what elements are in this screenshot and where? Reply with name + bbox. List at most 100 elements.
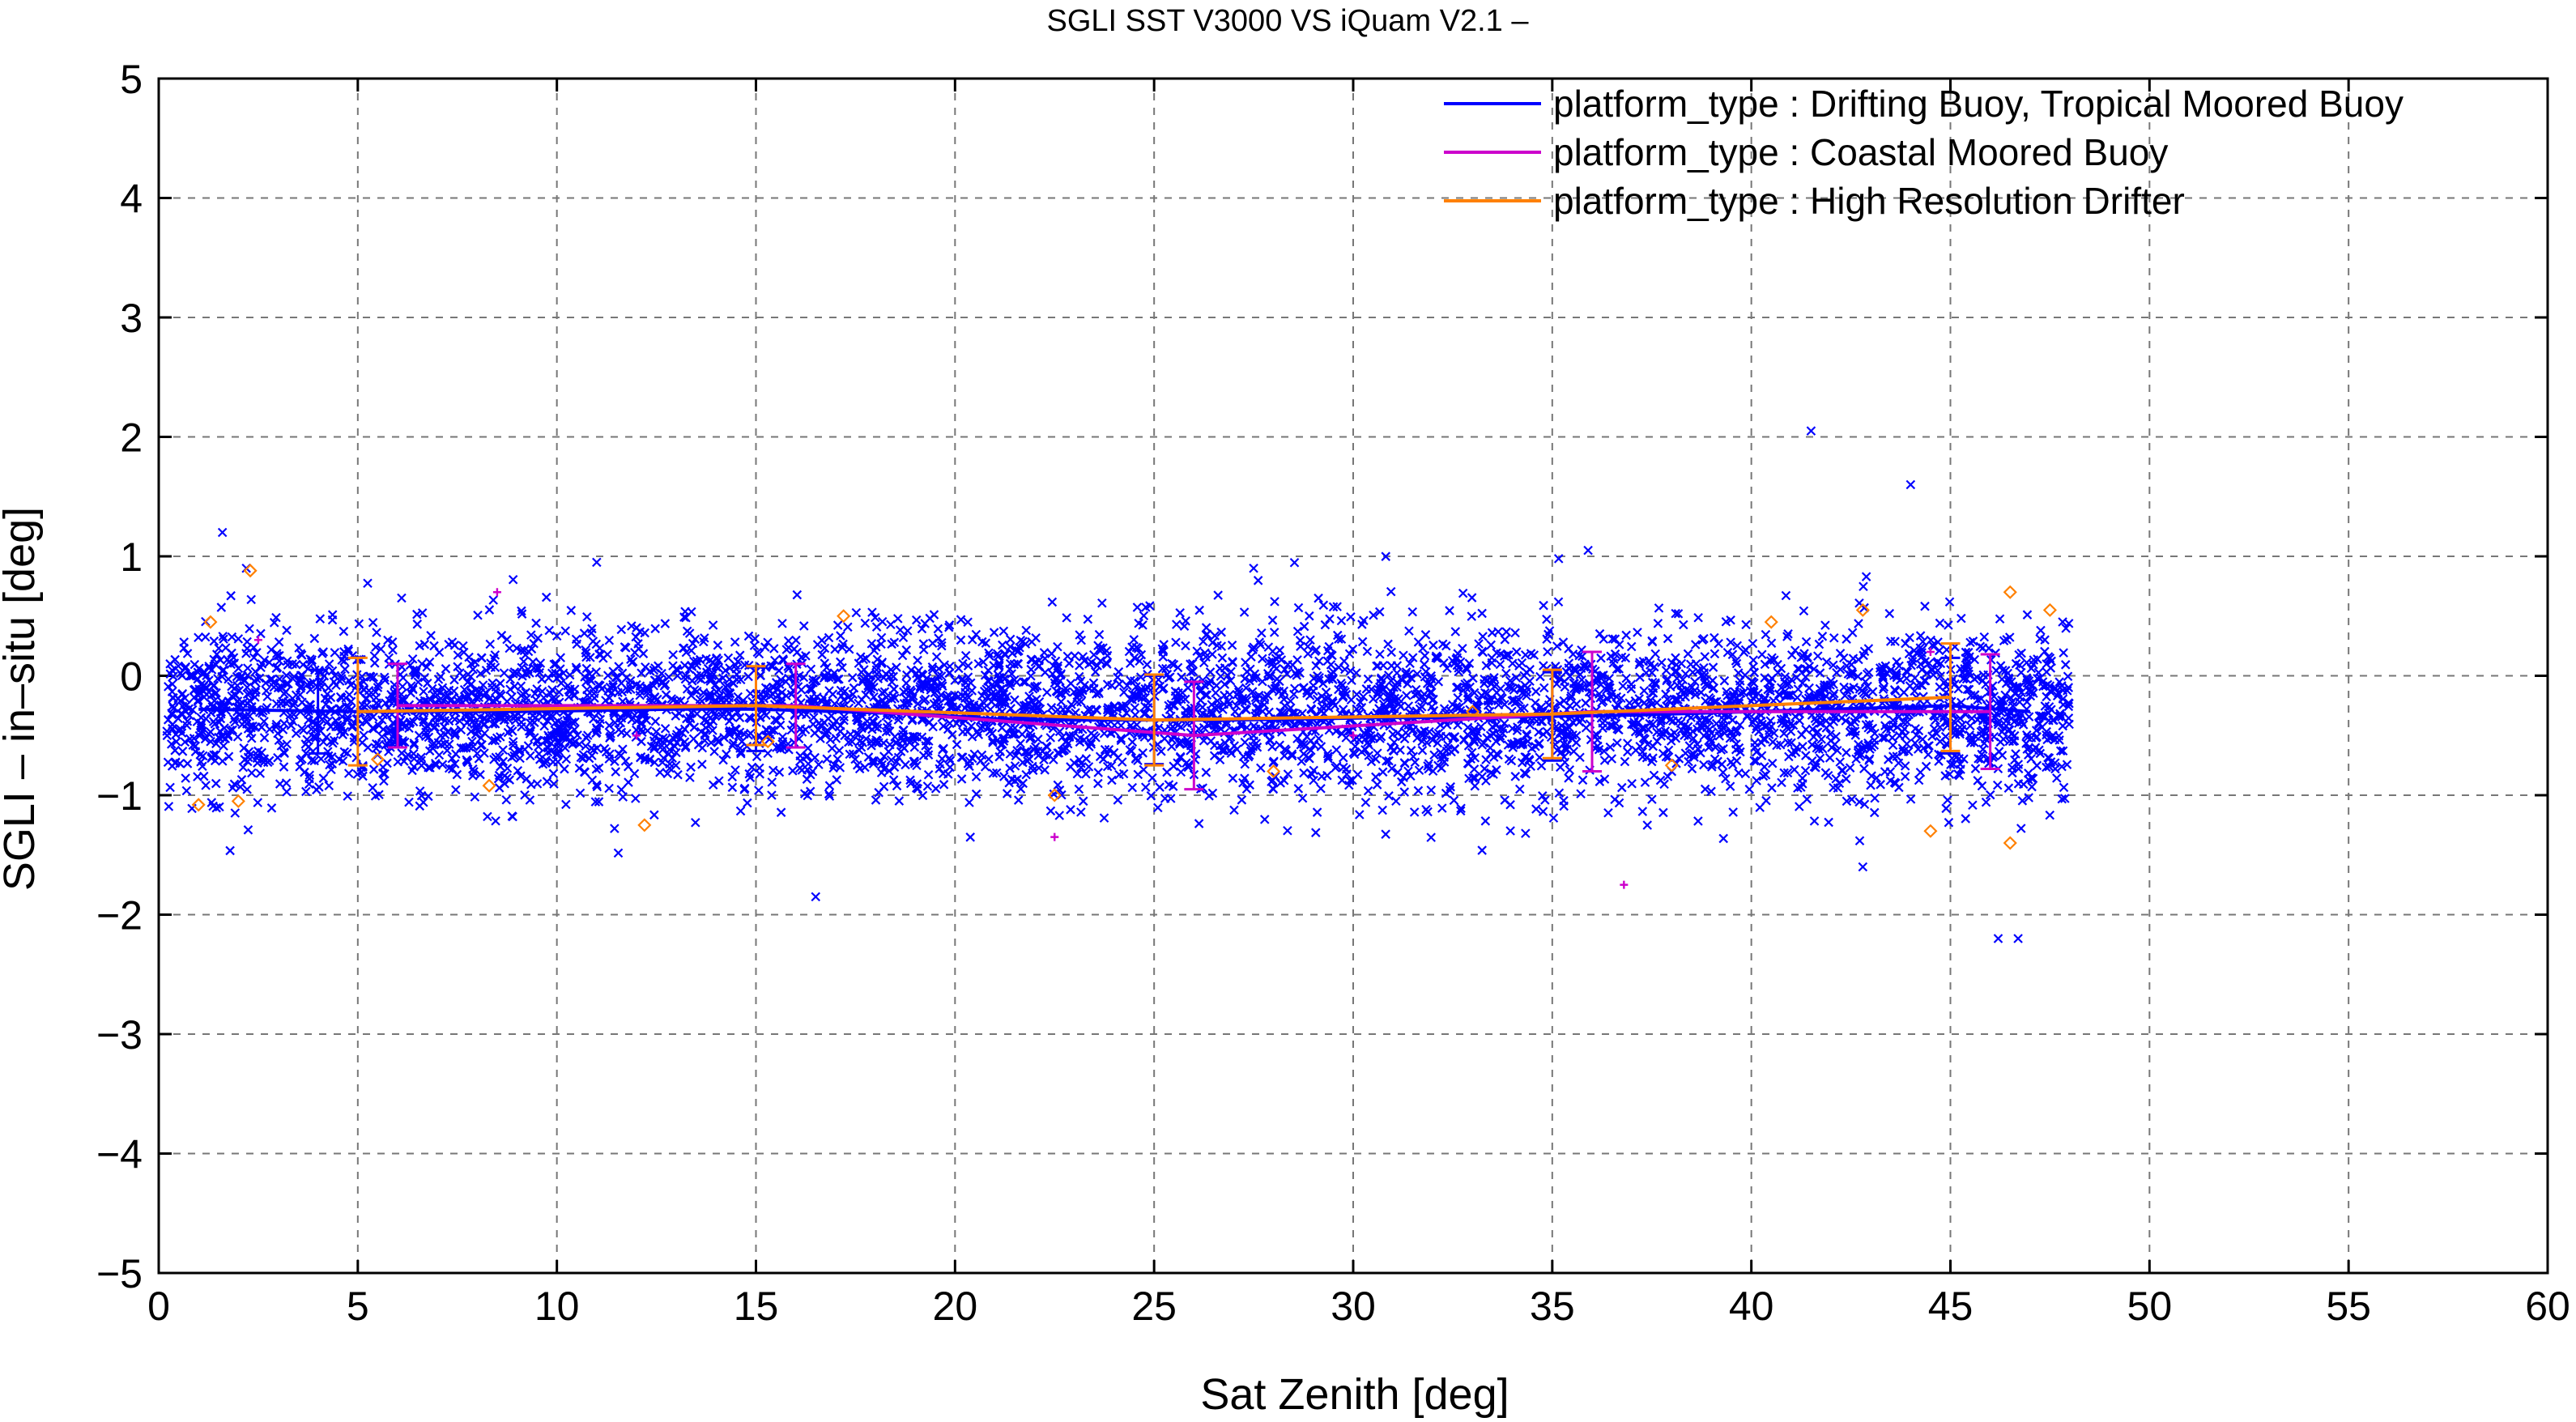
- data-point: [2011, 658, 2021, 669]
- data-point: [944, 620, 955, 630]
- data-point: [994, 660, 1004, 671]
- data-point: [1153, 675, 1164, 685]
- data-point: [939, 721, 948, 731]
- data-point: [1006, 704, 1015, 713]
- data-point: [424, 657, 435, 667]
- data-point: [1612, 738, 1622, 748]
- data-point: [488, 719, 498, 729]
- data-point: [1477, 646, 1487, 657]
- data-point: [1683, 722, 1693, 732]
- data-point: [233, 634, 244, 644]
- data-point: [1005, 763, 1015, 773]
- data-point: [2038, 681, 2048, 692]
- data-point: [581, 663, 592, 674]
- data-point: [404, 797, 414, 807]
- data-point: [902, 626, 913, 636]
- data-point: [635, 627, 645, 636]
- data-point: [1602, 685, 1612, 695]
- data-point: [887, 677, 897, 687]
- data-point: [1386, 586, 1396, 597]
- data-point: [196, 713, 207, 722]
- data-point: [250, 666, 261, 677]
- data-point: [761, 710, 771, 721]
- data-point: [397, 593, 407, 603]
- data-point: [1714, 731, 1725, 741]
- data-point: [1010, 675, 1020, 685]
- data-point: [1316, 742, 1326, 751]
- data-point: [252, 648, 262, 658]
- data-point: [1629, 719, 1639, 730]
- data-point: [1209, 751, 1220, 760]
- data-point: [1186, 659, 1195, 669]
- data-point: [1779, 768, 1789, 778]
- data-point: [1339, 685, 1348, 695]
- data-point: [604, 721, 615, 730]
- data-point: [1809, 664, 1819, 675]
- data-point: [1159, 683, 1169, 693]
- data-point: [190, 747, 201, 756]
- data-point: [1699, 730, 1710, 741]
- data-point: [1626, 641, 1637, 652]
- data-point: [803, 751, 812, 761]
- data-point: [1641, 668, 1651, 678]
- data-point: [275, 779, 285, 789]
- data-point: [419, 687, 428, 696]
- data-point: [1384, 791, 1394, 801]
- data-point: [201, 683, 211, 692]
- data-point: [341, 693, 351, 703]
- data-point: [1055, 671, 1066, 680]
- data-point: [1731, 756, 1742, 766]
- data-point: [2036, 625, 2046, 636]
- data-point: [484, 694, 495, 704]
- data-point: [301, 748, 311, 759]
- data-point: [937, 641, 947, 651]
- data-point: [1890, 686, 1901, 696]
- data-point: [1542, 634, 1552, 645]
- data-point: [229, 714, 239, 724]
- data-point: [2011, 749, 2020, 759]
- data-point: [852, 760, 862, 770]
- data-point: [1696, 688, 1706, 697]
- data-point: [643, 683, 653, 693]
- data-point: [259, 717, 269, 726]
- data-point: [918, 645, 929, 655]
- data-point: [1054, 811, 1064, 820]
- data-point: [1378, 683, 1389, 694]
- data-point: [1511, 647, 1522, 657]
- data-point: [1796, 730, 1807, 740]
- data-point: [1492, 688, 1502, 698]
- data-point: [1267, 742, 1277, 751]
- data-point: [330, 648, 340, 658]
- data-point: [1420, 651, 1430, 661]
- data-point: [1331, 763, 1340, 773]
- data-point: [556, 653, 566, 662]
- data-point: [1347, 675, 1356, 686]
- data-point: [1057, 732, 1067, 743]
- data-point: [372, 628, 381, 637]
- data-point: [1327, 673, 1337, 683]
- data-point: [947, 730, 957, 740]
- data-point: [2026, 773, 2037, 783]
- data-point: [2003, 783, 2014, 793]
- data-point: [1316, 783, 1326, 794]
- data-point: [1950, 679, 1960, 689]
- data-point: [808, 678, 818, 688]
- data-point: [1414, 765, 1424, 776]
- data-point: [505, 643, 514, 654]
- data-point: [814, 718, 824, 728]
- data-point: [1854, 654, 1863, 665]
- data-point: [586, 628, 596, 638]
- data-point: [1271, 681, 1281, 691]
- data-point: [1900, 761, 1910, 771]
- data-point: [1637, 807, 1648, 816]
- data-point: [1661, 666, 1671, 675]
- data-point: [1884, 755, 1893, 764]
- data-point: [426, 631, 436, 641]
- data-point: [209, 654, 219, 665]
- data-point: [512, 668, 522, 679]
- data-point: [892, 781, 902, 791]
- data-point: [582, 611, 592, 622]
- data-point: [837, 662, 847, 673]
- data-point: [700, 722, 711, 733]
- data-point: [1336, 634, 1347, 644]
